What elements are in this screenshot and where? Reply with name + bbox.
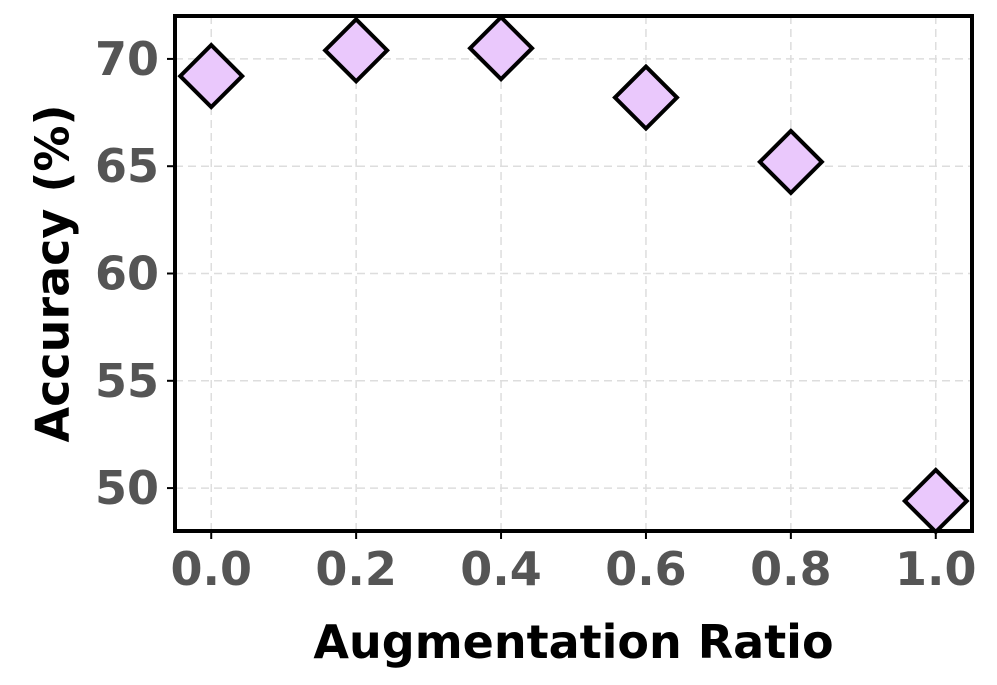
x-tick-label: 0.0: [170, 542, 252, 596]
y-tick-label: 60: [95, 247, 159, 301]
y-tick-label: 65: [95, 139, 159, 193]
x-axis-title: Augmentation Ratio: [313, 615, 833, 669]
x-tick-label: 0.8: [750, 542, 832, 596]
y-tick-label: 50: [95, 461, 159, 515]
x-tick-label: 0.6: [605, 542, 687, 596]
y-tick-label: 55: [95, 354, 159, 408]
x-tick-label: 0.4: [460, 542, 542, 596]
data-point-diamond: [612, 63, 680, 132]
y-tick-label: 70: [95, 32, 159, 86]
y-axis-title: Accuracy (%): [26, 104, 80, 442]
data-point-diamond: [322, 16, 390, 85]
data-point-diamond: [467, 14, 535, 83]
plot-frame: [173, 14, 974, 533]
x-axis-ticks: 0.0 0.2 0.4 0.6 0.8 1.0: [170, 531, 977, 596]
grid-lines: [175, 16, 972, 531]
y-axis-ticks: 50 55 60 65 70: [95, 32, 175, 515]
data-points: [177, 14, 970, 535]
x-tick-label: 1.0: [895, 542, 977, 596]
data-point-diamond: [757, 128, 825, 196]
x-tick-label: 0.2: [315, 542, 397, 596]
data-point-diamond: [177, 42, 246, 110]
data-point-diamond: [901, 467, 970, 535]
